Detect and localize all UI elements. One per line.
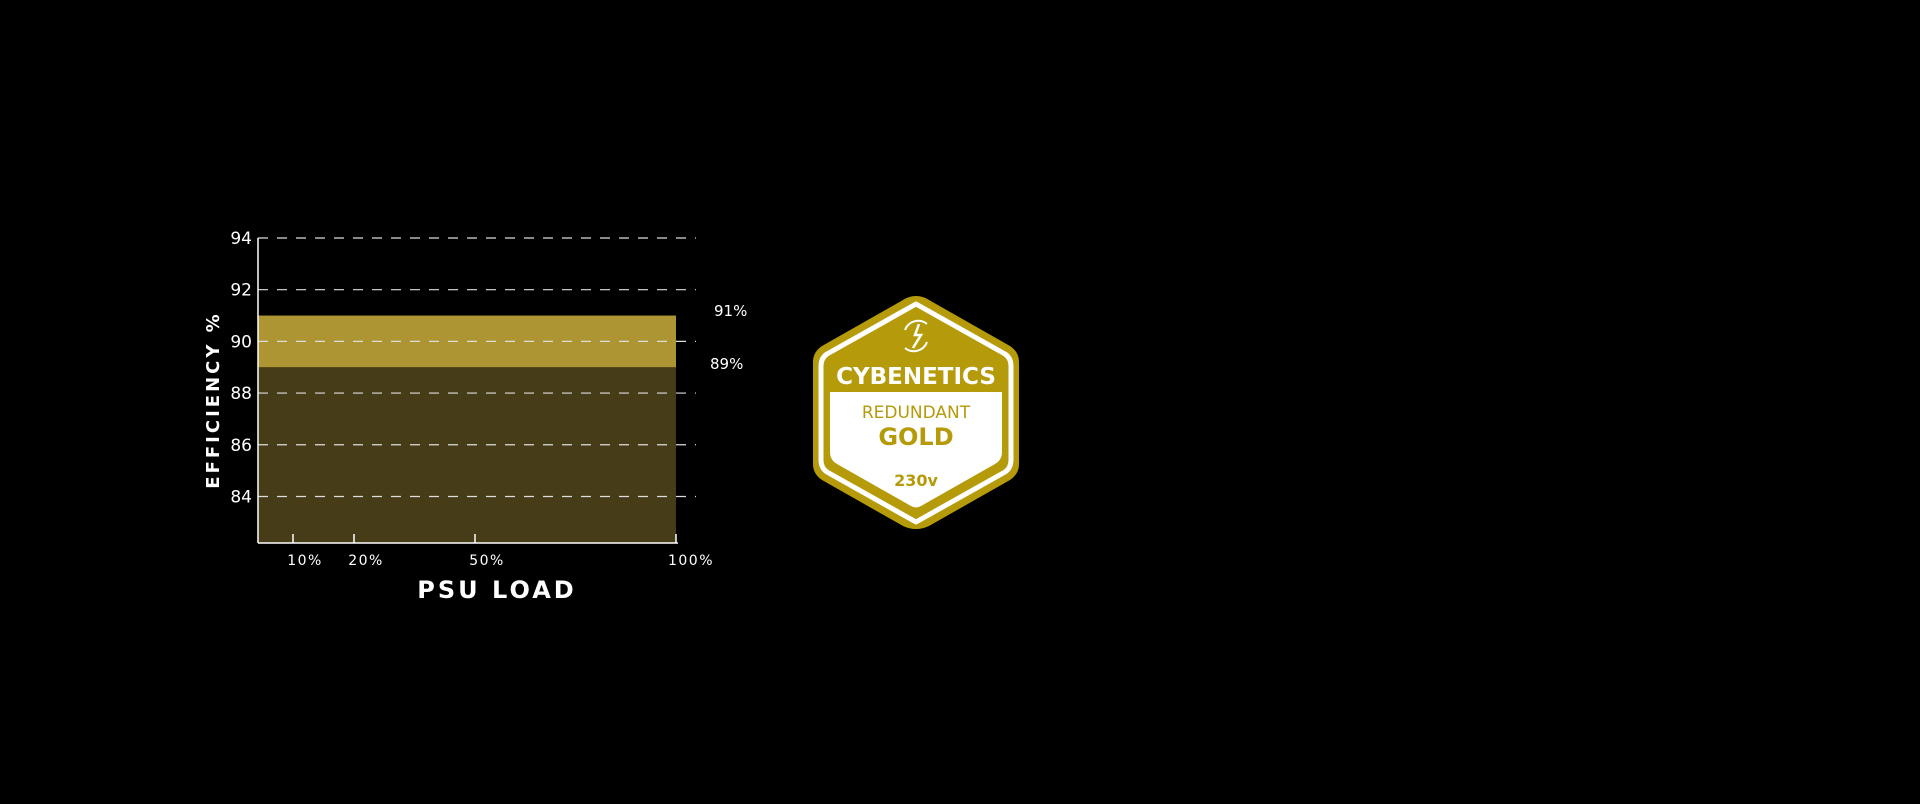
cybenetics-badge: CYBENETICS REDUNDANT GOLD 230v <box>813 296 1019 529</box>
annotation-91: 91% <box>714 302 747 320</box>
x-tick-label: 100% <box>668 553 714 569</box>
x-tick-label: 50% <box>469 553 505 569</box>
annotation-89: 89% <box>710 355 743 373</box>
efficiency-band-0 <box>258 367 676 543</box>
badge-brand: CYBENETICS <box>836 364 996 390</box>
badge-inner-panel <box>830 392 1002 508</box>
badge-line2: GOLD <box>878 423 953 451</box>
lightning-refresh-icon <box>904 319 928 353</box>
badge-ring <box>818 301 1014 525</box>
y-tick-label: 84 <box>230 487 252 507</box>
y-tick-label: 90 <box>230 332 252 352</box>
y-tick-label: 86 <box>230 436 252 456</box>
y-tick-label: 94 <box>230 229 252 249</box>
badge-line1: REDUNDANT <box>862 403 971 423</box>
y-axis-label: EFFICIENCY % <box>203 311 224 488</box>
x-axis-label: PSU LOAD <box>417 576 576 604</box>
efficiency-chart: 94 92 90 88 86 84 10% 20% 50% 100% 91% 89% EFFIC… <box>203 229 747 604</box>
badge-voltage: 230v <box>894 471 938 490</box>
x-tick-label: 20% <box>348 553 384 569</box>
y-tick-label: 88 <box>230 384 252 404</box>
x-tick-label: 10% <box>287 553 323 569</box>
y-tick-label: 92 <box>230 281 252 301</box>
